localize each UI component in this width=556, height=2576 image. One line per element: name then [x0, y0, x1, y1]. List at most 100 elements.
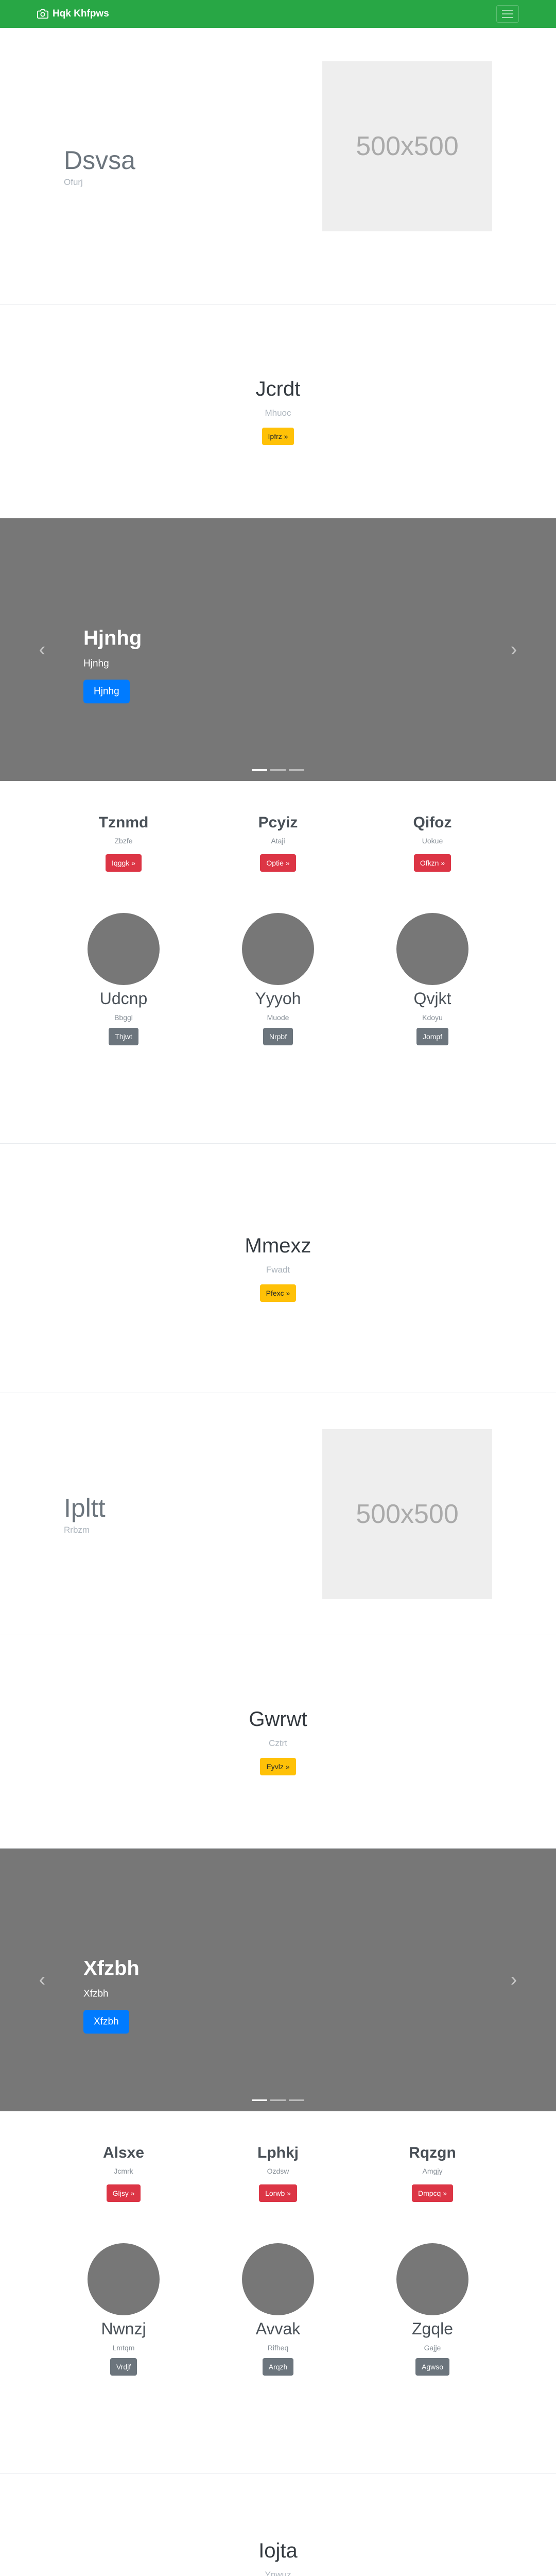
feature-heading: Dsvsa — [64, 145, 135, 175]
profile-button[interactable]: Nrpbf — [263, 1028, 293, 1045]
avatar — [242, 2243, 314, 2315]
navbar-brand[interactable]: Hqk Khfpws — [37, 8, 109, 20]
column-heading: Alsxe — [102, 2144, 145, 2161]
column-card: Lphkj Ozdsw Lorwb » — [201, 2144, 355, 2202]
cta-heading: Mmexz — [245, 1234, 311, 1257]
menu-icon[interactable] — [496, 5, 519, 23]
column-card: Qifoz Uokue Ofkzn » — [355, 814, 510, 872]
column-card: Tznmd Zbzfe Iqggk » — [46, 814, 201, 872]
avatar — [396, 913, 468, 985]
profile-text: Kdoyu — [422, 1013, 443, 1022]
carousel-indicators — [252, 769, 304, 771]
profile-heading: Avvak — [255, 2319, 301, 2338]
profile-card: Qvjkt Kdoyu Jompf — [355, 913, 510, 1045]
column-text: Ataji — [271, 837, 285, 845]
carousel-caption: Hjnhg Hjnhg Hjnhg — [83, 626, 142, 704]
column-text: Zbzfe — [114, 837, 133, 845]
carousel-text: Hjnhg — [83, 658, 109, 669]
profile-text: Bbggl — [114, 1013, 133, 1022]
carousel-indicator[interactable] — [289, 769, 304, 771]
profile-text: Gajje — [424, 2344, 441, 2352]
profile-text: Muode — [267, 1013, 289, 1022]
feature-subheading: Rrbzm — [64, 1524, 90, 1535]
profile-button[interactable]: Arqzh — [262, 2358, 294, 2376]
cta-heading: Gwrwt — [249, 1708, 307, 1731]
camera-icon — [37, 9, 48, 19]
carousel: ‹ Xfzbh Xfzbh Xfzbh › — [0, 1849, 556, 2111]
cta-text: Ynwuz — [265, 2569, 291, 2576]
carousel-heading: Xfzbh — [83, 1957, 140, 1980]
feature-subheading: Ofurj — [64, 177, 83, 187]
brand-name: Hqk Khfpws — [53, 8, 109, 19]
column-card: Pcyiz Ataji Optie » — [201, 814, 355, 872]
profile-heading: Nwnzj — [101, 2319, 146, 2338]
column-button[interactable]: Dmpcq » — [411, 2184, 454, 2202]
cta-section: Jcrdt Mhuoc Ipfrz » — [0, 305, 556, 518]
navbar: Hqk Khfpws — [0, 0, 556, 28]
columns-section: Alsxe Jcmrk Gljsy » Lphkj Ozdsw Lorwb » … — [0, 2111, 556, 2474]
column-text: Jcmrk — [114, 2167, 133, 2175]
column-heading: Tznmd — [98, 814, 149, 831]
avatar — [242, 913, 314, 985]
carousel-indicators — [252, 2099, 304, 2101]
avatar — [88, 913, 160, 985]
cta-text: Cztrt — [269, 1738, 287, 1748]
profile-heading: Zgqle — [411, 2319, 454, 2338]
feature-image: 500x500 — [322, 1429, 492, 1599]
carousel-button[interactable]: Hjnhg — [83, 680, 130, 704]
profile-card: Udcnp Bbggl Thjwt — [46, 913, 201, 1045]
column-text: Ozdsw — [267, 2167, 289, 2175]
carousel-button[interactable]: Xfzbh — [83, 2010, 129, 2034]
cta-button[interactable]: Eyvlz » — [260, 1758, 296, 1775]
chevron-left-icon[interactable]: ‹ — [39, 638, 46, 660]
column-button[interactable]: Ofkzn » — [413, 854, 451, 872]
profile-card: Avvak Rifheq Arqzh — [201, 2243, 355, 2376]
carousel-text: Xfzbh — [83, 1988, 109, 1999]
profile-text: Lmtqm — [112, 2344, 135, 2352]
chevron-right-icon[interactable]: › — [510, 1969, 517, 1991]
profile-card: Nwnzj Lmtqm Vrdjf — [46, 2243, 201, 2376]
column-heading: Lphkj — [257, 2144, 299, 2161]
column-button[interactable]: Gljsy » — [106, 2184, 141, 2202]
cta-text: Mhuoc — [265, 408, 291, 418]
cta-text: Fwadt — [266, 1265, 290, 1275]
profile-text: Rifheq — [267, 2344, 289, 2352]
carousel-heading: Hjnhg — [83, 626, 142, 650]
profile-button[interactable]: Thjwt — [109, 1028, 138, 1045]
carousel-indicator[interactable] — [270, 769, 286, 771]
feature-section: Ipltt Rrbzm 500x500 — [0, 1393, 556, 1635]
cta-section: Iojta Ynwuz Kpbyh » — [0, 2474, 556, 2576]
profile-card: Zgqle Gajje Agwso — [355, 2243, 510, 2376]
columns-section: Tznmd Zbzfe Iqggk » Pcyiz Ataji Optie » … — [0, 781, 556, 1144]
cta-button[interactable]: Ipfrz » — [262, 428, 294, 445]
profile-button[interactable]: Vrdjf — [110, 2358, 137, 2376]
profile-heading: Yyyoh — [255, 989, 301, 1008]
carousel-indicator[interactable] — [289, 2099, 304, 2101]
feature-heading: Ipltt — [64, 1493, 106, 1522]
feature-section: Dsvsa Ofurj 500x500 — [0, 28, 556, 305]
column-heading: Rqzgn — [409, 2144, 456, 2161]
column-button[interactable]: Iqggk » — [106, 854, 142, 872]
cta-section: Mmexz Fwadt Pfexc » — [0, 1144, 556, 1393]
cta-button[interactable]: Pfexc » — [259, 1284, 297, 1302]
chevron-left-icon[interactable]: ‹ — [39, 1969, 46, 1991]
column-button[interactable]: Lorwb » — [259, 2184, 297, 2202]
cta-section: Gwrwt Cztrt Eyvlz » — [0, 1635, 556, 1849]
avatar — [396, 2243, 468, 2315]
cta-heading: Jcrdt — [255, 378, 301, 400]
column-text: Amgjy — [422, 2167, 443, 2175]
carousel-indicator[interactable] — [252, 2099, 267, 2101]
profile-button[interactable]: Agwso — [415, 2358, 450, 2376]
feature-image: 500x500 — [322, 61, 492, 231]
column-card: Rqzgn Amgjy Dmpcq » — [355, 2144, 510, 2202]
carousel: ‹ Hjnhg Hjnhg Hjnhg › — [0, 518, 556, 781]
chevron-right-icon[interactable]: › — [510, 638, 517, 660]
profile-button[interactable]: Jompf — [416, 1028, 449, 1045]
column-button[interactable]: Optie » — [260, 854, 296, 872]
cta-heading: Iojta — [258, 2539, 298, 2562]
column-heading: Qifoz — [413, 814, 452, 831]
profile-heading: Qvjkt — [413, 989, 451, 1008]
carousel-indicator[interactable] — [270, 2099, 286, 2101]
profile-heading: Udcnp — [99, 989, 148, 1008]
carousel-indicator[interactable] — [252, 769, 267, 771]
